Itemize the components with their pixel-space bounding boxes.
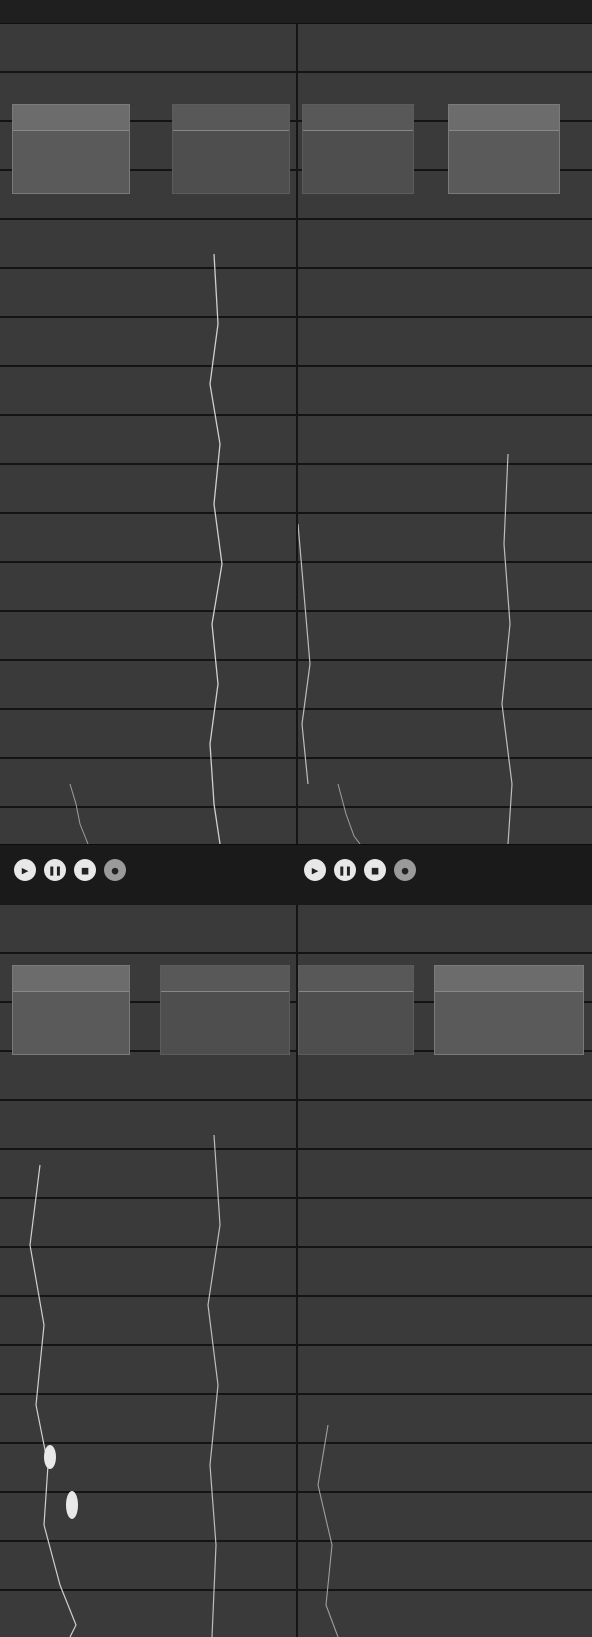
trace-line: [337, 783, 361, 844]
card-header: [449, 105, 559, 131]
trace-line: [501, 453, 513, 844]
trace-marker: [44, 1445, 56, 1469]
trace-plot: [298, 453, 513, 844]
record-icon[interactable]: ●: [104, 859, 126, 881]
pane-bottom-left[interactable]: [0, 905, 296, 1637]
trace-plot: [69, 253, 223, 844]
trace-line: [209, 253, 223, 844]
trace-line: [207, 1134, 221, 1637]
trace-plot: [317, 1424, 339, 1637]
play-icon[interactable]: ▶: [304, 859, 326, 881]
play-icon[interactable]: ▶: [14, 859, 36, 881]
stop-icon[interactable]: ■: [74, 859, 96, 881]
transport-group-left: ▶ ❚❚ ■ ●: [14, 853, 142, 887]
trace-line: [29, 1164, 77, 1637]
card-header: [173, 105, 289, 131]
card-header: [13, 966, 129, 992]
info-card-secondary[interactable]: [172, 104, 290, 194]
info-card-secondary[interactable]: [302, 104, 414, 194]
card-header: [161, 966, 289, 992]
info-card-secondary[interactable]: [160, 965, 290, 1055]
pane-top-right[interactable]: [296, 24, 592, 844]
pane-top-left[interactable]: [0, 24, 296, 844]
stop-icon[interactable]: ■: [364, 859, 386, 881]
pause-icon[interactable]: ❚❚: [44, 859, 66, 881]
info-card-secondary[interactable]: [298, 965, 414, 1055]
transport-control-bar: ▶ ❚❚ ■ ● ▶ ❚❚ ■ ●: [0, 844, 592, 907]
card-header: [435, 966, 583, 992]
pane-bottom-right[interactable]: [296, 905, 592, 1637]
card-header: [303, 105, 413, 131]
record-icon[interactable]: ●: [394, 859, 416, 881]
title-bar: [0, 0, 592, 24]
trace-line: [69, 783, 89, 844]
trace-plot: [29, 1134, 221, 1637]
transport-group-right: ▶ ❚❚ ■ ●: [304, 853, 432, 887]
info-card[interactable]: [12, 104, 130, 194]
trace-line: [298, 523, 311, 785]
pause-icon[interactable]: ❚❚: [334, 859, 356, 881]
info-card[interactable]: [448, 104, 560, 194]
info-card[interactable]: [12, 965, 130, 1055]
card-header: [299, 966, 413, 992]
info-card[interactable]: [434, 965, 584, 1055]
trace-line: [317, 1424, 339, 1637]
card-header: [13, 105, 129, 131]
trace-marker: [66, 1491, 78, 1519]
